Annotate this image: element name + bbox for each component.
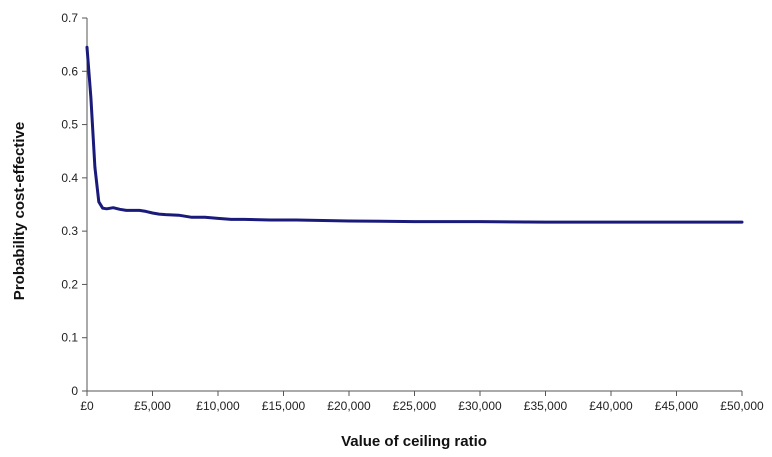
x-tick-label: £15,000	[262, 399, 306, 413]
x-tick-label: £0	[80, 399, 94, 413]
x-axis: £0 £5,000 £10,000 £15,000 £20,000 £25,000 £30,…	[80, 390, 764, 413]
x-tick-label: £30,000	[458, 399, 502, 413]
x-axis-title: Value of ceiling ratio	[341, 433, 487, 450]
x-tick-label: £40,000	[589, 399, 633, 413]
y-tick-label: 0.1	[61, 331, 78, 345]
y-tick-label: 0.2	[61, 277, 78, 291]
x-tick-label: £10,000	[196, 399, 240, 413]
series-line-0	[85, 45, 744, 224]
x-tick-label: £5,000	[134, 399, 171, 413]
y-tick-label: 0.3	[61, 224, 78, 238]
y-tick-label: 0	[71, 384, 78, 398]
y-tick-label: 0.6	[61, 64, 78, 78]
y-tick-label: 0.4	[61, 171, 78, 185]
series-layer	[85, 45, 744, 224]
y-axis-title: Probability cost-effective	[11, 122, 28, 300]
y-axis: 0 0.1 0.2 0.3 0.4 0.5 0.6 0.7	[61, 11, 88, 398]
y-tick-label: 0.5	[61, 118, 78, 132]
x-tick-label: £20,000	[327, 399, 371, 413]
x-tick-label: £35,000	[524, 399, 568, 413]
x-tick-label: £45,000	[655, 399, 699, 413]
y-tick-label: 0.7	[61, 11, 78, 25]
x-tick-label: £50,000	[720, 399, 764, 413]
x-tick-label: £25,000	[393, 399, 437, 413]
